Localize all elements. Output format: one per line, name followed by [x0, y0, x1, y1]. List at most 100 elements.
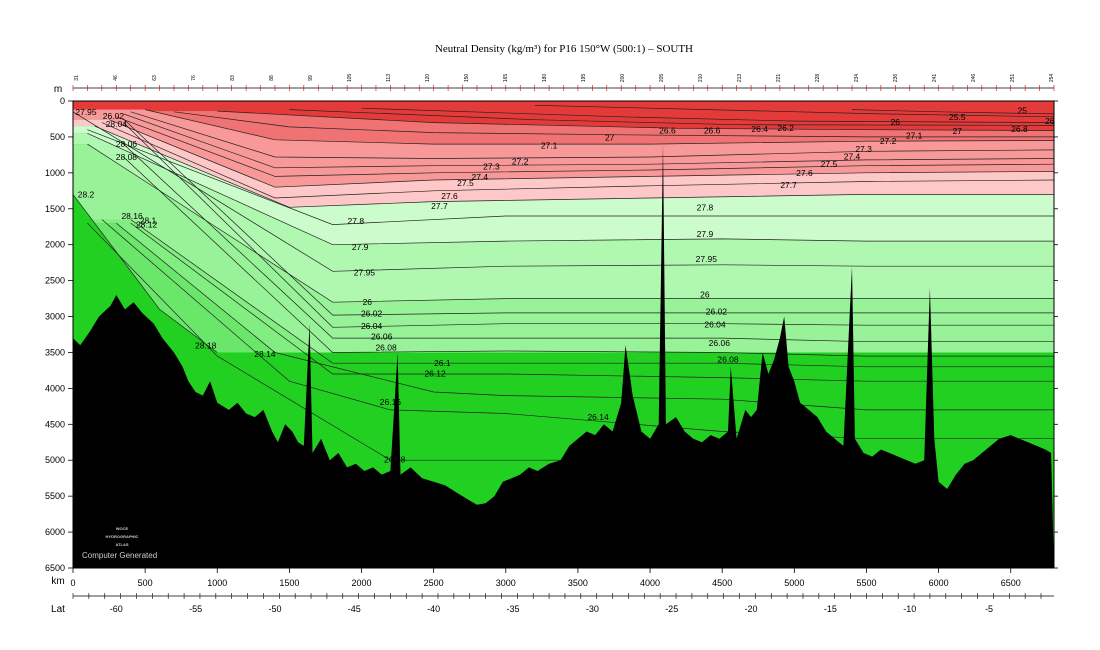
contour-label-38: 27.9 — [352, 242, 369, 252]
contour-label-15: 26.4 — [751, 124, 768, 134]
contour-label-35: 27.7 — [431, 201, 448, 211]
station-number-15: 205 — [659, 74, 665, 83]
contour-label-45: 26.02 — [706, 307, 728, 317]
isopycnal-line-13 — [87, 129, 1054, 225]
station-number-0: 31 — [74, 75, 80, 81]
y-tick-label-3: 1500 — [45, 204, 65, 214]
isopycnal-line-9 — [116, 116, 1054, 177]
station-number-4: 83 — [230, 75, 236, 81]
contour-label-26: 27.4 — [844, 151, 861, 161]
density-band-2 — [73, 109, 1054, 188]
x-tick-label-0: 0 — [70, 578, 75, 588]
isopycnal-line-11 — [101, 122, 1054, 199]
y-tick-label-4: 2000 — [45, 240, 65, 250]
y-tick-label-6: 3000 — [45, 312, 65, 322]
contour-label-49: 26.06 — [709, 338, 731, 348]
lat-tick-label-1: -55 — [189, 604, 202, 614]
watermark-logo-line3: ATLAS — [115, 542, 128, 547]
station-number-14: 200 — [620, 74, 626, 83]
station-number-21: 236 — [893, 74, 899, 83]
y-tick-label-5: 2500 — [45, 276, 65, 286]
density-band-4 — [73, 126, 1054, 245]
contour-label-2: 28.04 — [106, 119, 128, 129]
station-numbers: 31 46 63 76 83 88 99 105 113 120 150 165 180 195 200 20… — [74, 74, 1055, 83]
seafloor-topography — [73, 144, 1054, 568]
contour-labels: 27.95 26.0228.0428.0628.0828.228.1628.128… — [75, 105, 1054, 464]
isopycnal-line-26 — [73, 194, 218, 353]
station-number-2: 63 — [152, 75, 158, 81]
contour-label-39: 27.9 — [697, 229, 714, 239]
station-number-23: 246 — [971, 74, 977, 83]
plot-frame — [72, 100, 1055, 569]
watermark-logo-line1: WOCE — [116, 526, 129, 531]
contour-label-11: 27.1 — [541, 141, 558, 151]
isopycnal-line-16 — [87, 143, 1054, 303]
y-tick-label-0: 0 — [60, 96, 65, 106]
station-number-10: 150 — [464, 74, 470, 83]
contour-label-47: 26.04 — [704, 319, 726, 329]
isopycnal-line-2 — [361, 107, 1054, 123]
isopycnal-line-23 — [116, 222, 1054, 411]
y-tick-label-9: 4500 — [45, 419, 65, 429]
seafloor-fill — [73, 144, 1054, 568]
isopycnal-line-12 — [94, 125, 1054, 208]
contour-label-14: 26.6 — [704, 126, 721, 136]
contour-label-22: 26.8 — [1011, 124, 1028, 134]
station-number-9: 120 — [425, 74, 431, 83]
x-tick-label-2: 1000 — [207, 578, 227, 588]
isopycnal-line-7 — [130, 111, 1054, 159]
y-tick-label-12: 6000 — [45, 527, 65, 537]
station-number-5: 88 — [269, 75, 275, 81]
isopycnal-line-18 — [123, 122, 1054, 328]
x-tick-label-4: 2000 — [352, 578, 372, 588]
isopycnal-line-24 — [101, 219, 1054, 440]
contour-label-13: 26.6 — [659, 126, 676, 136]
isopycnal-line-3 — [289, 109, 1054, 126]
station-number-8: 113 — [386, 74, 392, 82]
isopycnal-line-8 — [123, 113, 1054, 169]
station-number-1: 46 — [113, 75, 119, 81]
lat-tick-label-10: -10 — [903, 604, 916, 614]
y-tick-label-2: 1000 — [45, 168, 65, 178]
station-number-19: 228 — [815, 74, 821, 83]
lat-tick-label-4: -40 — [427, 604, 440, 614]
contour-label-42: 26 — [363, 297, 373, 307]
contour-label-28: 27.6 — [796, 168, 813, 178]
contour-label-27: 27.5 — [821, 159, 838, 169]
contour-label-56: 26.18 — [384, 455, 406, 465]
lat-tick-label-2: -50 — [268, 604, 281, 614]
contour-label-12: 27 — [605, 133, 615, 143]
x-tick-label-3: 1500 — [279, 578, 299, 588]
station-number-12: 180 — [542, 74, 548, 83]
contour-label-7: 28.1 — [140, 215, 157, 225]
contour-label-51: 26.08 — [717, 355, 739, 365]
isopycnal-line-10 — [108, 119, 1054, 188]
lat-tick-label-8: -20 — [745, 604, 758, 614]
station-number-24: 251 — [1010, 74, 1016, 83]
isopycnal-line-19 — [123, 143, 1054, 343]
y-tick-label-1: 500 — [50, 132, 65, 142]
density-band-5 — [73, 133, 1054, 303]
isopycnal-line-6 — [145, 109, 1054, 145]
station-number-11: 165 — [503, 74, 509, 83]
lat-tick-label-11: -5 — [985, 604, 993, 614]
isopycnal-lines — [73, 104, 1054, 461]
x-tick-label-9: 4500 — [712, 578, 732, 588]
contour-label-29: 27.7 — [780, 180, 797, 190]
station-number-18: 221 — [776, 74, 782, 83]
y-tick-label-11: 5500 — [45, 491, 65, 501]
isopycnal-line-4 — [217, 110, 1054, 131]
watermark: WOCE HYDROGRAPHIC ATLAS Computer Generat… — [82, 526, 157, 560]
x-tick-label-12: 6000 — [929, 578, 949, 588]
contour-label-16: 26.2 — [777, 123, 794, 133]
contour-label-37: 27.8 — [697, 202, 714, 212]
contour-label-30: 27.2 — [512, 156, 529, 166]
lat-tick-label-7: -25 — [665, 604, 678, 614]
contour-label-31: 27.3 — [483, 161, 500, 171]
contour-label-24: 27.2 — [880, 136, 897, 146]
isopycnal-line-20 — [123, 156, 1054, 357]
station-number-17: 213 — [737, 74, 743, 83]
contour-label-44: 26.02 — [361, 309, 383, 319]
station-number-20: 234 — [854, 74, 860, 83]
